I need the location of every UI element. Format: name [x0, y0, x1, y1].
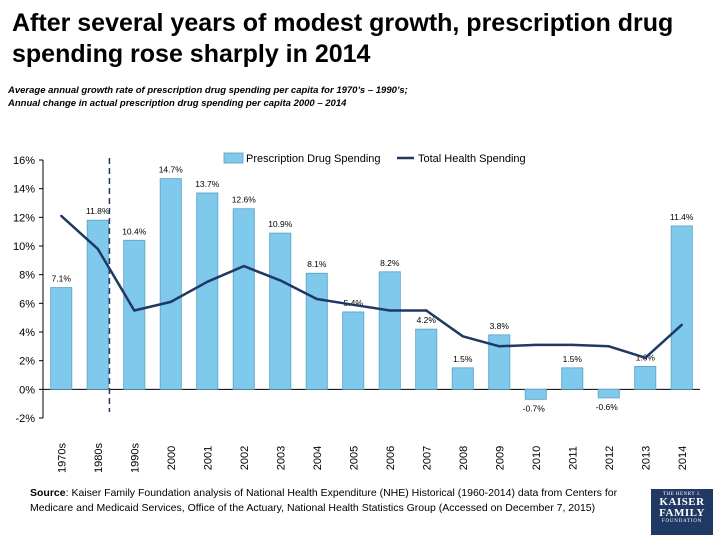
line-point — [425, 309, 428, 312]
bar — [232, 208, 255, 390]
bar-data-label: 14.7% — [159, 165, 184, 175]
subtitle-line-1: Average annual growth rate of prescripti… — [8, 85, 408, 96]
bar — [634, 365, 657, 390]
line-point — [279, 279, 282, 282]
page-title: After several years of modest growth, pr… — [12, 9, 674, 68]
y-tick-label: 10% — [13, 241, 35, 253]
line-point — [315, 297, 318, 301]
line-point — [680, 323, 683, 327]
bar-data-label: 11.4% — [670, 212, 694, 222]
bar — [378, 271, 401, 390]
bar-data-label: -0.7% — [523, 403, 546, 413]
line-point — [133, 309, 136, 312]
x-tick-label: 2009 — [494, 446, 506, 470]
bar — [305, 272, 328, 390]
x-tick-label: 2010 — [531, 446, 543, 470]
bar — [159, 178, 182, 390]
x-tick-label: 2007 — [421, 446, 433, 470]
bar-data-label: 4.2% — [417, 315, 437, 325]
bar — [415, 328, 438, 390]
bar-data-label: 12.6% — [232, 195, 257, 205]
x-tick-label: 2002 — [239, 446, 251, 470]
bar-data-label: 1.5% — [453, 354, 473, 364]
line-point — [461, 335, 464, 338]
bar — [488, 334, 511, 390]
bar — [196, 192, 219, 390]
bar — [86, 219, 109, 390]
bar — [269, 232, 292, 390]
x-tick-label: 2005 — [348, 446, 360, 470]
bar-data-label: 8.1% — [307, 259, 327, 269]
y-tick-label: 4% — [19, 327, 35, 339]
y-tick-label: 2% — [19, 356, 35, 368]
y-tick-label: 14% — [13, 184, 35, 196]
y-tick-label: 16% — [13, 155, 35, 167]
series-line-total-health — [60, 214, 683, 360]
bar — [123, 239, 146, 390]
x-tick-label: 2008 — [458, 446, 470, 470]
logo-line-2b: FAMILY — [659, 507, 705, 519]
bar-data-label: 13.7% — [195, 179, 220, 189]
bar-data-label: 3.8% — [490, 321, 510, 331]
bar — [451, 367, 474, 390]
bar — [50, 287, 73, 390]
line-point — [96, 247, 99, 251]
logo-line-3: FOUNDATION — [661, 519, 703, 524]
line-point — [498, 345, 501, 348]
line-point — [571, 343, 574, 347]
line-point — [534, 343, 537, 347]
legend-swatch-bar — [223, 152, 244, 164]
source-text: : Kaiser Family Foundation analysis of N… — [30, 487, 618, 514]
x-tick-label: 1980s — [93, 443, 105, 473]
bar — [561, 367, 584, 390]
legend-label-line: Total Health Spending — [418, 153, 526, 165]
x-tick-label: 2004 — [312, 446, 324, 470]
bar — [670, 225, 693, 390]
x-tick-label: 2006 — [385, 446, 397, 470]
line-point — [607, 345, 610, 348]
legend-label-bar: Prescription Drug Spending — [246, 153, 381, 165]
line-point — [169, 300, 172, 304]
source-label: Source — [30, 487, 66, 499]
bar-data-label: 5.4% — [344, 298, 364, 308]
bar-data-label: -0.6% — [596, 402, 619, 412]
y-tick-label: -2% — [15, 413, 35, 425]
y-tick-label: 8% — [19, 270, 35, 282]
line-point — [242, 264, 245, 268]
logo-line-2a: KAISER — [659, 496, 705, 508]
line-point — [644, 356, 647, 359]
y-tick-label: 12% — [13, 212, 35, 224]
y-tick-label: 6% — [19, 298, 35, 310]
source-note: Source: Kaiser Family Foundation analysi… — [30, 486, 640, 516]
bar — [524, 388, 547, 400]
bar-data-label: 1.5% — [563, 354, 583, 364]
subtitle-line-2: Annual change in actual prescription dru… — [8, 98, 347, 109]
bar — [597, 388, 620, 399]
x-tick-label: 1970s — [56, 443, 68, 473]
x-tick-label: 2003 — [275, 446, 287, 470]
bar-data-label: 8.2% — [380, 258, 400, 268]
kff-logo: THE HENRY J. KAISER FAMILY FOUNDATION — [651, 489, 713, 535]
bar-data-label: 11.8% — [86, 206, 110, 216]
line-point — [388, 309, 391, 312]
x-tick-label: 2011 — [567, 446, 579, 470]
x-tick-label: 2012 — [604, 446, 616, 470]
bar — [342, 311, 365, 390]
x-tick-label: 2000 — [166, 446, 178, 470]
x-tick-label: 2014 — [677, 446, 689, 470]
chart-subtitle: Average annual growth rate of prescripti… — [8, 84, 708, 110]
bar-data-label: 10.9% — [268, 219, 293, 229]
line-point — [60, 214, 63, 218]
x-tick-label: 1990s — [129, 443, 141, 473]
x-tick-label: 2013 — [640, 446, 652, 470]
x-tick-label: 2001 — [202, 446, 214, 470]
bar-data-label: 10.4% — [122, 226, 147, 236]
line-point — [352, 303, 355, 306]
bar-data-label: 7.1% — [52, 274, 72, 284]
line-point — [206, 280, 209, 284]
logo-line-1: THE HENRY J. — [662, 492, 702, 497]
y-tick-label: 0% — [19, 384, 35, 396]
